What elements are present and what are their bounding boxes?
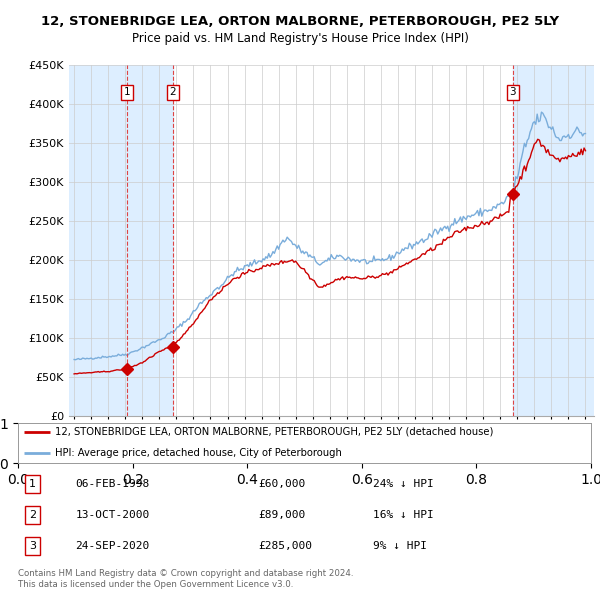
Text: 12, STONEBRIDGE LEA, ORTON MALBORNE, PETERBOROUGH, PE2 5LY: 12, STONEBRIDGE LEA, ORTON MALBORNE, PET… xyxy=(41,15,559,28)
Text: 24% ↓ HPI: 24% ↓ HPI xyxy=(373,478,434,489)
Bar xyxy=(512,65,594,416)
Text: 12, STONEBRIDGE LEA, ORTON MALBORNE, PETERBOROUGH, PE2 5LY (detached house): 12, STONEBRIDGE LEA, ORTON MALBORNE, PET… xyxy=(55,427,494,437)
Text: 9% ↓ HPI: 9% ↓ HPI xyxy=(373,541,427,551)
Text: 1: 1 xyxy=(124,87,130,97)
Text: 2: 2 xyxy=(29,510,36,520)
Text: HPI: Average price, detached house, City of Peterborough: HPI: Average price, detached house, City… xyxy=(55,448,342,458)
Text: 16% ↓ HPI: 16% ↓ HPI xyxy=(373,510,434,520)
Text: £89,000: £89,000 xyxy=(259,510,306,520)
Text: £285,000: £285,000 xyxy=(259,541,313,551)
Text: Price paid vs. HM Land Registry's House Price Index (HPI): Price paid vs. HM Land Registry's House … xyxy=(131,32,469,45)
Text: 1: 1 xyxy=(29,478,36,489)
Text: 13-OCT-2000: 13-OCT-2000 xyxy=(76,510,149,520)
Text: 06-FEB-1998: 06-FEB-1998 xyxy=(76,478,149,489)
Text: £60,000: £60,000 xyxy=(259,478,306,489)
Bar xyxy=(69,65,127,416)
Text: 3: 3 xyxy=(29,541,36,551)
Text: 24-SEP-2020: 24-SEP-2020 xyxy=(76,541,149,551)
Bar xyxy=(127,65,173,416)
Text: 3: 3 xyxy=(509,87,516,97)
Text: Contains HM Land Registry data © Crown copyright and database right 2024.
This d: Contains HM Land Registry data © Crown c… xyxy=(18,569,353,589)
Text: 2: 2 xyxy=(169,87,176,97)
